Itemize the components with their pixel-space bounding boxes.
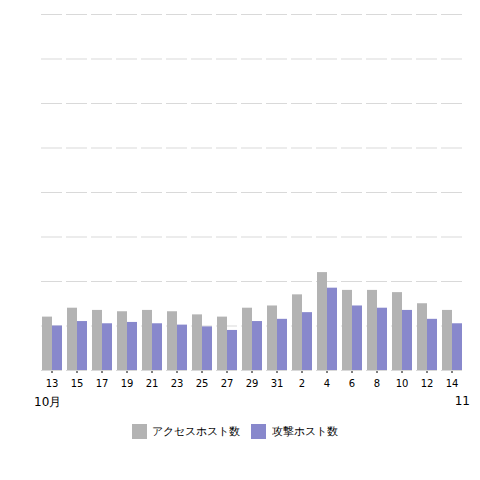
svg-text:6: 6 — [349, 378, 355, 389]
html-text:10月: 10月 — [34, 395, 62, 409]
html-text:攻撃ホスト数: 攻撃ホスト数 — [271, 425, 338, 438]
svg-text:2: 2 — [299, 378, 305, 389]
svg-text:13: 13 — [46, 378, 59, 389]
svg-text:21: 21 — [146, 378, 159, 389]
html-text:11: 11 — [454, 394, 470, 408]
svg-text:23: 23 — [171, 378, 184, 389]
svg-text:17: 17 — [96, 378, 109, 389]
svg-text:10: 10 — [396, 378, 409, 389]
svg-text:29: 29 — [246, 378, 259, 389]
svg-text:8: 8 — [374, 378, 380, 389]
svg-text:19: 19 — [121, 378, 134, 389]
svg-text:4: 4 — [324, 378, 330, 389]
svg-text:31: 31 — [271, 378, 284, 389]
html-text:アクセスホスト数: アクセスホスト数 — [152, 425, 240, 438]
svg-text:27: 27 — [221, 378, 234, 389]
svg-text:12: 12 — [421, 378, 434, 389]
svg-text:15: 15 — [71, 378, 84, 389]
svg-text:25: 25 — [196, 378, 209, 389]
svg-text:14: 14 — [446, 378, 459, 389]
